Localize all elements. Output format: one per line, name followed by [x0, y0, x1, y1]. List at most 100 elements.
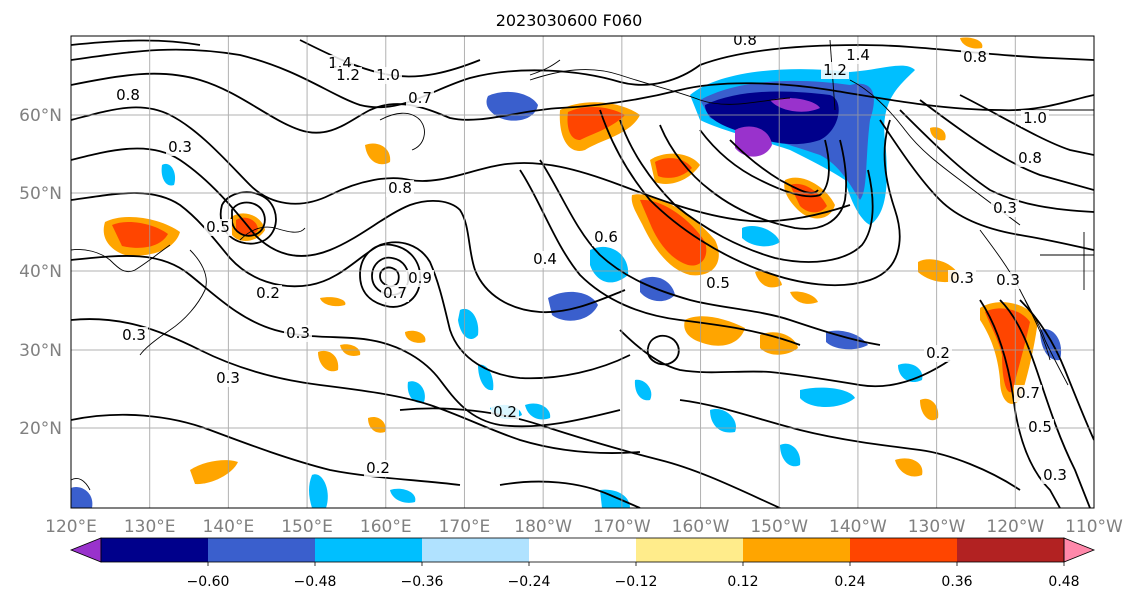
contour-label: 0.3 — [996, 271, 1020, 289]
contour-label-bg — [284, 325, 312, 342]
contour-label-bg — [406, 270, 434, 287]
contour-label-bg — [531, 251, 559, 268]
latitude-tick-label: 60°N — [19, 106, 62, 126]
contour-label: 0.3 — [216, 369, 240, 387]
longitude-tick-label: 160°W — [672, 517, 730, 537]
contour-label-bg — [166, 139, 194, 156]
contour-line — [679, 399, 1021, 491]
contour-line — [71, 147, 626, 314]
contour-line — [71, 44, 1094, 109]
contour-closed — [646, 334, 680, 366]
contour-label: 0.5 — [206, 218, 230, 236]
contour-label: 0.2 — [926, 344, 950, 362]
longitude-tick-label: 130°E — [124, 517, 176, 537]
contour-line — [959, 94, 1094, 156]
contour-label: 0.2 — [256, 284, 280, 302]
contour-line — [71, 318, 641, 454]
contour-line — [999, 299, 1091, 508]
contour-label-bg — [214, 370, 242, 387]
contour-label-bg — [704, 275, 732, 292]
contour-line — [71, 106, 851, 223]
contour-line — [919, 99, 1094, 191]
colorbar-segment — [957, 538, 1064, 562]
longitude-tick-label: 170°E — [439, 517, 491, 537]
positive-region — [684, 316, 745, 346]
longitude-tick-label: 150°E — [281, 517, 333, 537]
colorbar-tick-labels: −0.60 −0.48 −0.36 −0.24 −0.12 0.12 0.24 0.36 0.4… — [187, 562, 1080, 590]
longitude-tick-label: 150°W — [750, 517, 808, 537]
contour-label: 0.7 — [408, 89, 432, 107]
contour-label-bg — [334, 67, 362, 84]
contour-label-bg — [844, 47, 872, 64]
negative-spot — [309, 474, 328, 508]
colorbar-tick-label: −0.60 — [187, 574, 230, 590]
contour-closed — [379, 266, 400, 288]
colorbar-segment — [315, 538, 422, 562]
contour-label: 0.8 — [733, 31, 757, 49]
contour-line — [499, 480, 641, 508]
contour-label-bg — [592, 229, 620, 246]
colorbar-tick-label: −0.24 — [508, 574, 551, 590]
contour-label: 1.2 — [336, 66, 360, 84]
contour-label-bg — [254, 285, 282, 302]
contour-label: 1.0 — [376, 66, 400, 84]
contour-label-bg — [374, 67, 402, 84]
contour-label-bg — [381, 285, 409, 302]
contour-label: 0.6 — [594, 228, 618, 246]
contour-closed — [231, 201, 266, 237]
coastline — [71, 478, 91, 491]
contour-labels: 0.81.41.2 1.00.70.30.50.80.20.30.30.90.70… — [114, 31, 1069, 484]
latitude-tick-label: 40°N — [19, 262, 62, 282]
contour-label: 0.8 — [388, 179, 412, 197]
coastline — [379, 112, 425, 151]
positive-region — [930, 127, 946, 141]
negative-spot — [407, 381, 425, 403]
contour-label: 0.3 — [993, 199, 1017, 217]
latitude-labels: 60°N 50°N 40°N 30°N 20°N — [19, 106, 62, 439]
negative-region-alaska-peak2 — [770, 97, 820, 112]
positive-region — [368, 416, 386, 433]
contour-label-bg — [1026, 419, 1054, 436]
contour-label-bg — [364, 460, 392, 477]
positive-region — [190, 460, 238, 485]
contour-label-bg — [991, 200, 1019, 217]
contour-label-bg — [1041, 467, 1069, 484]
contour-label-bg — [961, 49, 989, 66]
negative-spot — [780, 443, 801, 467]
colorbar-tick-label: −0.12 — [615, 574, 658, 590]
coastline — [139, 249, 207, 356]
contour-label: 0.4 — [533, 250, 557, 268]
colorbar-segment — [850, 538, 957, 562]
coastlines — [71, 39, 1094, 491]
contour-label: 0.2 — [366, 459, 390, 477]
positive-region-core — [112, 221, 168, 248]
contour-label-bg — [386, 180, 414, 197]
negative-spot — [458, 308, 479, 340]
contour-label: 0.2 — [493, 403, 517, 421]
contour-label-bg — [114, 87, 142, 104]
contour-label-bg — [120, 327, 148, 344]
contour-label-bg — [924, 345, 952, 362]
contour-label: 0.3 — [950, 269, 974, 287]
negative-spot — [634, 379, 652, 401]
longitude-tick-label: 140°E — [203, 517, 255, 537]
contour-line — [1019, 299, 1094, 441]
longitude-tick-label: 180°W — [514, 517, 572, 537]
contour-lines — [71, 39, 1094, 508]
map-gridlines — [71, 36, 1094, 508]
longitude-tick-label: 120°E — [45, 517, 97, 537]
longitude-tick-label: 160°E — [360, 517, 412, 537]
contour-line — [71, 255, 621, 428]
contour-label: 0.3 — [122, 326, 146, 344]
longitude-tick-label: 140°W — [829, 517, 887, 537]
colorbar-tick-label: 0.24 — [834, 574, 865, 590]
contour-label-bg — [1014, 385, 1042, 402]
colorbar-tick-label: 0.12 — [727, 574, 758, 590]
contour-label: 0.8 — [963, 48, 987, 66]
contour-label: 0.5 — [706, 274, 730, 292]
positive-region — [405, 330, 426, 343]
latitude-tick-label: 50°N — [19, 184, 62, 204]
contour-line — [71, 413, 461, 486]
coastline — [239, 226, 306, 241]
contour-label-bg — [204, 219, 232, 236]
